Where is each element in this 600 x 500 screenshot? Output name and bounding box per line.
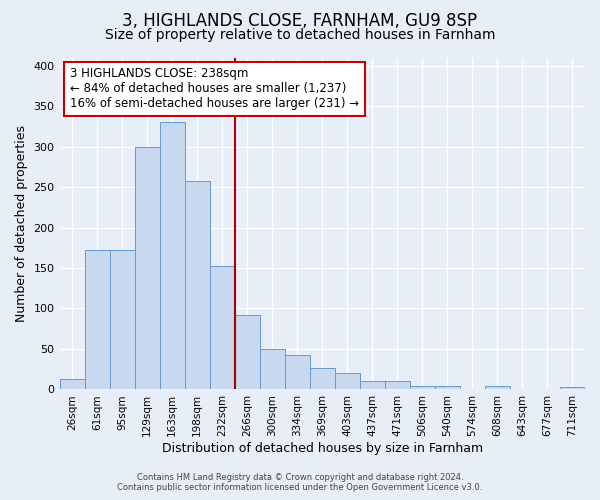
Bar bbox=[310, 368, 335, 390]
Bar bbox=[85, 250, 110, 390]
Text: Contains HM Land Registry data © Crown copyright and database right 2024.
Contai: Contains HM Land Registry data © Crown c… bbox=[118, 473, 482, 492]
Bar bbox=[285, 354, 310, 390]
Bar bbox=[410, 386, 435, 390]
Bar bbox=[160, 122, 185, 390]
Text: Size of property relative to detached houses in Farnham: Size of property relative to detached ho… bbox=[105, 28, 495, 42]
Bar bbox=[335, 374, 360, 390]
Bar bbox=[360, 380, 385, 390]
Bar bbox=[185, 180, 209, 390]
Bar bbox=[134, 146, 160, 390]
Text: 3, HIGHLANDS CLOSE, FARNHAM, GU9 8SP: 3, HIGHLANDS CLOSE, FARNHAM, GU9 8SP bbox=[122, 12, 478, 30]
Bar bbox=[260, 349, 285, 390]
Bar bbox=[560, 387, 585, 390]
Bar bbox=[385, 382, 410, 390]
Bar bbox=[209, 266, 235, 390]
Text: 3 HIGHLANDS CLOSE: 238sqm
← 84% of detached houses are smaller (1,237)
16% of se: 3 HIGHLANDS CLOSE: 238sqm ← 84% of detac… bbox=[70, 68, 359, 110]
Bar bbox=[485, 386, 510, 390]
Bar bbox=[235, 315, 260, 390]
X-axis label: Distribution of detached houses by size in Farnham: Distribution of detached houses by size … bbox=[162, 442, 483, 455]
Bar bbox=[110, 250, 134, 390]
Bar bbox=[59, 379, 85, 390]
Bar bbox=[535, 388, 560, 390]
Bar bbox=[435, 386, 460, 390]
Y-axis label: Number of detached properties: Number of detached properties bbox=[15, 125, 28, 322]
